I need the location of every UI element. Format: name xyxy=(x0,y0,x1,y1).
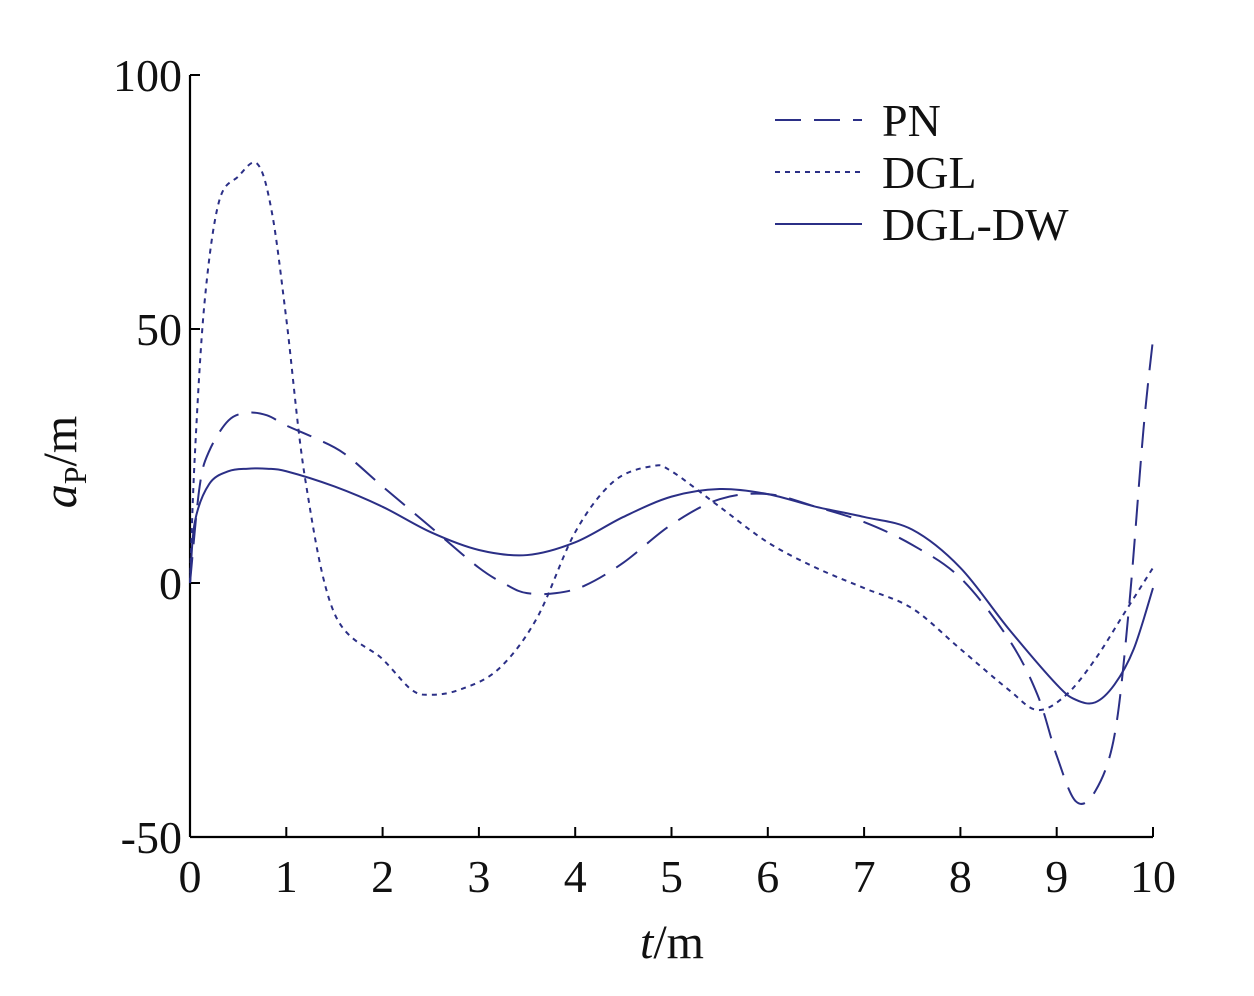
x-tick-label: 1 xyxy=(275,851,298,902)
legend-label-dgl-dw: DGL-DW xyxy=(882,199,1069,250)
legend-label-pn: PN xyxy=(882,95,941,146)
series-line-pn xyxy=(189,339,1154,805)
y-axis-title-symbol: a xyxy=(34,484,87,508)
x-tick-label: 5 xyxy=(660,851,683,902)
x-tick-label: 8 xyxy=(949,851,972,902)
x-tick-label: 0 xyxy=(179,851,202,902)
x-tick-label: 2 xyxy=(371,851,394,902)
y-axis-title: aP/m xyxy=(34,416,93,508)
y-tick-label: 100 xyxy=(113,50,182,101)
y-tick-label: 50 xyxy=(136,304,182,355)
axes xyxy=(188,75,1153,839)
y-axis-title-subscript: P xyxy=(57,466,93,484)
x-tick-label: 4 xyxy=(564,851,587,902)
x-axis-title-symbol: t xyxy=(640,916,655,969)
y-tick-label: 0 xyxy=(159,558,182,609)
x-axis-title-unit: /m xyxy=(653,916,704,969)
y-axis-title-unit: /m xyxy=(34,416,87,467)
x-tick-label: 9 xyxy=(1045,851,1068,902)
series-line-dgl-dw xyxy=(189,467,1154,705)
series-line-dgl xyxy=(189,161,1154,712)
series-layer xyxy=(189,161,1154,805)
x-tick-label: 3 xyxy=(467,851,490,902)
x-tick-label: 6 xyxy=(756,851,779,902)
x-axis-title: t/m xyxy=(640,916,704,969)
x-tick-label: 7 xyxy=(853,851,876,902)
legend-label-dgl: DGL xyxy=(882,147,977,198)
y-tick-label: -50 xyxy=(121,812,182,863)
x-tick-label: 10 xyxy=(1130,851,1176,902)
